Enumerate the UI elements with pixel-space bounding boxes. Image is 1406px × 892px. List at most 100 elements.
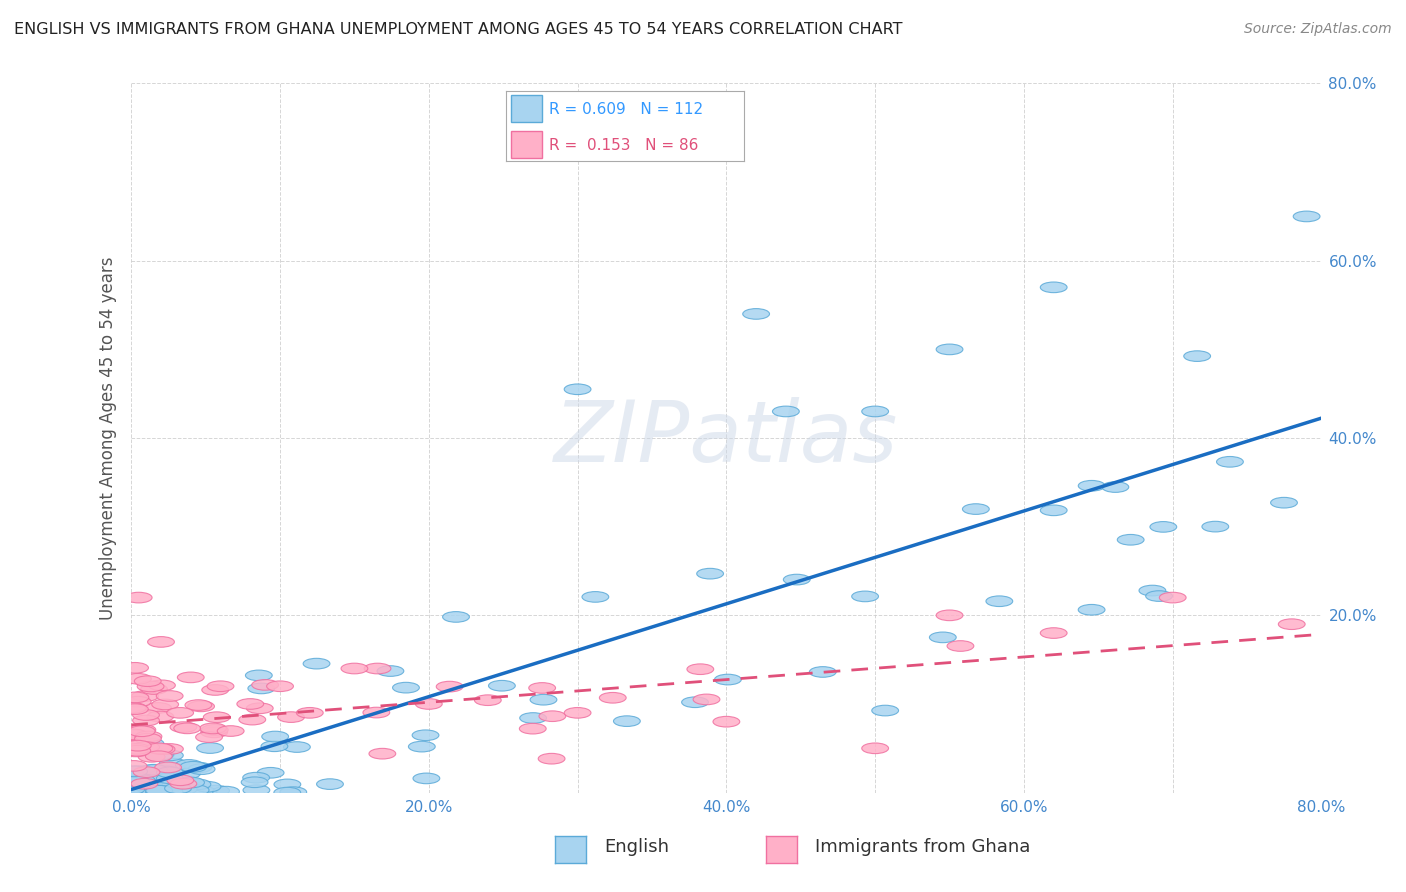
Ellipse shape [488,681,515,691]
Ellipse shape [242,777,269,788]
Ellipse shape [243,785,270,796]
Ellipse shape [150,783,177,794]
Ellipse shape [122,776,149,787]
Ellipse shape [236,698,264,709]
Ellipse shape [415,698,443,709]
Ellipse shape [194,781,221,792]
Text: ENGLISH VS IMMIGRANTS FROM GHANA UNEMPLOYMENT AMONG AGES 45 TO 54 YEARS CORRELAT: ENGLISH VS IMMIGRANTS FROM GHANA UNEMPLO… [14,22,903,37]
Ellipse shape [146,787,173,797]
Ellipse shape [342,663,368,673]
Ellipse shape [135,731,162,742]
Ellipse shape [146,786,173,796]
Ellipse shape [128,726,155,737]
Ellipse shape [267,681,294,691]
Ellipse shape [183,785,209,796]
Ellipse shape [1118,534,1144,545]
Ellipse shape [1040,282,1067,293]
Ellipse shape [184,779,211,789]
Ellipse shape [408,741,436,752]
Ellipse shape [1078,605,1105,615]
Ellipse shape [166,778,193,789]
Ellipse shape [138,751,165,762]
Ellipse shape [125,592,152,603]
Ellipse shape [156,744,183,755]
Ellipse shape [156,773,183,784]
Ellipse shape [128,775,155,786]
Ellipse shape [247,683,274,694]
Ellipse shape [693,694,720,705]
Ellipse shape [124,697,150,707]
Ellipse shape [149,770,176,780]
Ellipse shape [243,772,270,783]
Ellipse shape [170,779,197,789]
Ellipse shape [212,787,239,797]
Ellipse shape [146,786,173,797]
Ellipse shape [520,713,547,723]
Ellipse shape [252,680,278,690]
Ellipse shape [783,574,810,585]
Ellipse shape [277,712,305,723]
Ellipse shape [1278,619,1305,630]
Ellipse shape [599,692,626,703]
Ellipse shape [143,781,170,792]
Ellipse shape [141,683,167,694]
Ellipse shape [582,591,609,602]
Ellipse shape [392,682,419,693]
Ellipse shape [197,743,224,754]
Text: Source: ZipAtlas.com: Source: ZipAtlas.com [1244,22,1392,37]
Ellipse shape [1216,457,1243,467]
Ellipse shape [142,788,169,797]
Ellipse shape [152,785,179,796]
Ellipse shape [120,766,146,777]
Ellipse shape [132,710,159,721]
Ellipse shape [262,741,288,752]
Ellipse shape [714,674,741,685]
Ellipse shape [474,695,501,706]
Ellipse shape [146,749,173,760]
Ellipse shape [120,761,146,772]
Ellipse shape [138,739,165,748]
Ellipse shape [1040,505,1067,516]
Ellipse shape [135,782,162,793]
Ellipse shape [124,746,150,756]
Ellipse shape [963,504,990,515]
Ellipse shape [132,742,159,753]
Ellipse shape [862,406,889,417]
Ellipse shape [772,406,799,417]
Ellipse shape [152,699,179,710]
Ellipse shape [177,779,204,789]
Ellipse shape [120,729,146,739]
Ellipse shape [134,767,160,778]
Ellipse shape [122,782,149,793]
Ellipse shape [688,664,714,674]
Ellipse shape [713,716,740,727]
Ellipse shape [131,779,157,789]
Ellipse shape [149,680,176,690]
Ellipse shape [132,690,159,701]
Ellipse shape [145,751,172,762]
Text: Immigrants from Ghana: Immigrants from Ghana [815,838,1031,855]
Ellipse shape [1078,481,1105,491]
Ellipse shape [170,722,197,732]
Ellipse shape [682,697,709,707]
Ellipse shape [129,779,156,789]
Ellipse shape [280,787,307,797]
Ellipse shape [852,591,879,602]
Ellipse shape [274,779,301,789]
Ellipse shape [274,788,301,798]
Ellipse shape [1184,351,1211,361]
Ellipse shape [153,769,181,780]
Ellipse shape [122,692,149,703]
Ellipse shape [377,665,404,676]
Ellipse shape [187,701,215,712]
Ellipse shape [138,765,165,776]
Ellipse shape [122,663,149,673]
Ellipse shape [170,784,197,795]
Ellipse shape [201,727,228,738]
Ellipse shape [613,716,640,726]
Ellipse shape [125,673,152,684]
Ellipse shape [697,568,724,579]
Ellipse shape [177,777,204,788]
Ellipse shape [122,746,149,756]
Ellipse shape [155,762,181,772]
